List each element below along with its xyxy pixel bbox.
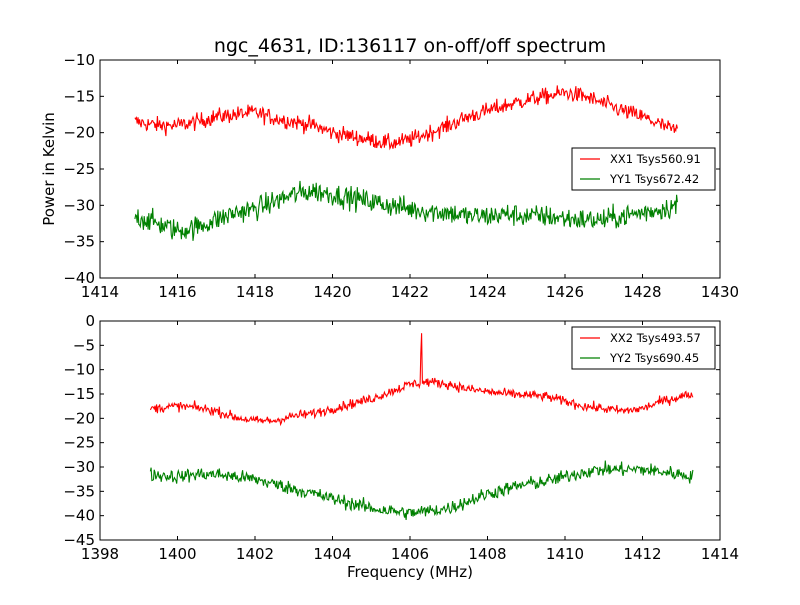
y-tick-label: −15 [63,87,95,105]
x-tick-label: 1414 [81,283,119,301]
x-tick-label: 1402 [236,545,274,563]
y-tick-label: −30 [63,458,95,476]
x-tick-label: 1414 [701,545,739,563]
legend-box [571,147,716,191]
y-tick-label: −20 [63,124,95,142]
legend-entry: YY1 Tsys672.42 [609,172,699,186]
y-tick-label: −5 [73,336,95,354]
y-tick-label: −15 [63,385,95,403]
y-tick-label: −40 [63,507,95,525]
series-line-2-1 [149,333,694,427]
legend-box [571,326,716,370]
x-tick-label: 1408 [468,545,506,563]
y-tick-label: −20 [63,409,95,427]
series-line-1-1 [134,85,678,151]
x-tick-label: 1416 [158,283,196,301]
legend-entry: XX2 Tsys493.57 [610,331,701,345]
x-tick-label: 1404 [313,545,351,563]
x-tick-label: 1418 [236,283,274,301]
legend-entry: YY2 Tsys690.45 [609,351,699,365]
series-line-2-2 [149,460,694,520]
y-tick-label: −35 [63,233,95,251]
x-tick-label: 1398 [81,545,119,563]
y-tick-label: −25 [63,160,95,178]
x-tick-label: 1400 [158,545,196,563]
y-tick-label: −35 [63,482,95,500]
x-tick-label: 1426 [546,283,584,301]
y-tick-label: −25 [63,434,95,452]
y-tick-label: −10 [63,51,95,69]
x-tick-label: 1420 [313,283,351,301]
legend: XX2 Tsys493.57 YY2 Tsys690.45 [571,326,716,370]
y-axis-label: Power in Kelvin [40,112,58,226]
x-tick-label: 1430 [701,283,739,301]
series-line-1-2 [134,180,678,241]
legend: XX1 Tsys560.91 YY1 Tsys672.42 [571,147,716,191]
bottom-panel: 1398 1400 1402 1404 1406 1408 1410 1412 1414 −45 −… [63,312,739,563]
y-tick-label: 0 [85,312,95,330]
x-tick-label: 1422 [391,283,429,301]
top-panel: 1414 1416 1418 1420 1422 1424 1426 1428 1430 −40 −… [63,51,739,301]
x-tick-label: 1410 [546,545,584,563]
legend-entry: XX1 Tsys560.91 [610,152,701,166]
y-tick-label: −40 [63,269,95,287]
x-axis-label: Frequency (MHz) [347,563,473,581]
chart-title: ngc_4631, ID:136117 on-off/off spectrum [214,35,606,57]
y-tick-label: −30 [63,196,95,214]
x-tick-label: 1428 [623,283,661,301]
x-tick-label: 1406 [391,545,429,563]
y-tick-label: −10 [63,361,95,379]
x-tick-label: 1424 [468,283,506,301]
y-tick-label: −45 [63,531,95,549]
x-tick-label: 1412 [623,545,661,563]
